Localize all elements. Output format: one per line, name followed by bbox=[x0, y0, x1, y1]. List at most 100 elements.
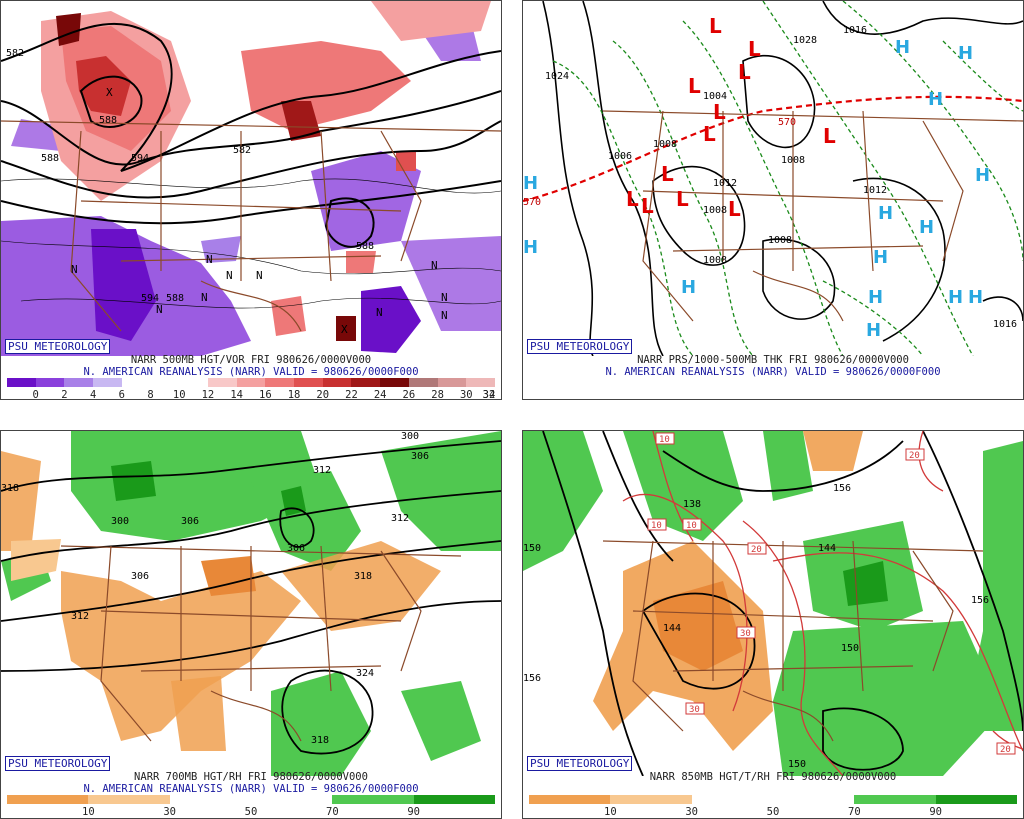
map-850mb-humidity-temperature: 156 138 144 156 150 156 150 144 150 10 1… bbox=[523, 431, 1023, 776]
colorbar-swatch bbox=[251, 795, 333, 804]
colorbar-swatch bbox=[854, 795, 937, 804]
colorbar-swatch bbox=[265, 378, 295, 387]
isotherm bbox=[772, 552, 1023, 752]
contour-label: 300 bbox=[401, 431, 419, 442]
colorbar-swatch bbox=[529, 795, 611, 804]
moist-region bbox=[843, 561, 888, 606]
vorticity-positive-region bbox=[56, 13, 81, 46]
height-contour bbox=[662, 440, 904, 492]
isotherm-label: 30 bbox=[740, 629, 751, 639]
colorbar-swatch bbox=[322, 378, 352, 387]
dry-region bbox=[653, 581, 743, 671]
low-pressure-marker: L bbox=[748, 37, 761, 61]
vorticity-positive-region bbox=[346, 251, 376, 273]
height-contour bbox=[281, 669, 374, 755]
vorticity-min-marker: N bbox=[206, 253, 213, 266]
contour-label: 588 bbox=[356, 241, 374, 252]
isobar-label: 1008 bbox=[703, 255, 727, 266]
high-pressure-marker: H bbox=[523, 237, 538, 258]
colorbar-tick-label: 12 bbox=[201, 389, 215, 400]
panel-pressure-thickness: 1024 1028 1016 1006 1008 1004 1008 1008 … bbox=[522, 0, 1024, 400]
moist-region bbox=[71, 431, 321, 541]
colorbar-tick-label: 6 bbox=[118, 389, 125, 400]
vorticity-positive-region bbox=[281, 101, 321, 141]
colorbar-swatch bbox=[380, 378, 410, 387]
colorbar-swatch bbox=[294, 378, 324, 387]
contour-label: 312 bbox=[391, 513, 409, 524]
border-line bbox=[210, 690, 302, 742]
vorticity-contour bbox=[20, 297, 501, 309]
colorbar-tick-label: 24 bbox=[373, 389, 387, 400]
dry-region bbox=[201, 556, 256, 596]
vorticity-positive-region bbox=[371, 1, 491, 41]
panel-500mb-hgt-vor: 582 588 582 594 588 594 588 588 N N N N … bbox=[0, 0, 502, 400]
border-line bbox=[632, 540, 684, 732]
colorbar-tick-label: 2 bbox=[61, 389, 68, 400]
isotherm-label-box: 10 bbox=[647, 518, 667, 531]
colorbar-swatch bbox=[236, 378, 266, 387]
moist-region bbox=[111, 461, 156, 501]
border-line bbox=[140, 665, 382, 672]
colorbar-tick-label: 8 bbox=[147, 389, 154, 400]
border-line bbox=[120, 255, 382, 262]
rh-colorbar: 10 30 50 70 90 bbox=[7, 795, 496, 818]
border-line bbox=[100, 610, 402, 622]
contour-label: 306 bbox=[287, 543, 305, 554]
contour-label: 594 bbox=[141, 293, 159, 304]
isobar-label: 1006 bbox=[608, 151, 632, 162]
colorbar-tick-label: 90 bbox=[929, 806, 942, 818]
psu-meteorology-label: PSU METEOROLOGY bbox=[527, 339, 633, 354]
thickness-570-line bbox=[523, 95, 1023, 203]
colorbar-tick-label: 10 bbox=[82, 806, 95, 818]
contour-label: 156 bbox=[833, 483, 851, 494]
isobar-label: 1008 bbox=[768, 235, 792, 246]
colorbar-tick-label: 20 bbox=[316, 389, 330, 400]
moist-region bbox=[401, 681, 481, 761]
border-line bbox=[70, 130, 122, 332]
isotherm bbox=[918, 431, 944, 492]
thickness-contour bbox=[842, 1, 1023, 262]
contour-label: 582 bbox=[6, 48, 24, 59]
border-line bbox=[852, 540, 864, 692]
isotherm-label-box: 10 bbox=[655, 432, 675, 445]
psu-meteorology-label: PSU METEOROLOGY bbox=[5, 756, 111, 771]
low-pressure-marker: L bbox=[709, 14, 722, 38]
contour-label: 156 bbox=[971, 595, 989, 606]
colorbar-swatch bbox=[179, 378, 209, 387]
low-pressure-marker: L bbox=[661, 162, 674, 186]
contour-label: 594 bbox=[131, 153, 149, 164]
low-pressure-marker: L bbox=[626, 187, 639, 211]
contour-label: 318 bbox=[1, 483, 19, 494]
colorbar-tick-label: 90 bbox=[407, 806, 420, 818]
colorbar-swatch bbox=[93, 378, 123, 387]
panel-subtitle: N. AMERICAN REANALYSIS (NARR) VALID = 98… bbox=[83, 366, 419, 378]
isotherm-label-box: 20 bbox=[905, 448, 925, 461]
isotherm-label-box: 20 bbox=[747, 542, 767, 555]
moist-region bbox=[381, 431, 501, 551]
border-line bbox=[1, 120, 501, 132]
height-contour bbox=[1, 540, 501, 622]
contour-label: 156 bbox=[523, 673, 541, 684]
low-pressure-marker: L bbox=[713, 100, 726, 124]
contour-label: 144 bbox=[663, 623, 681, 634]
colorbar-tick-label: 30 bbox=[685, 806, 698, 818]
isotherm-label: 20 bbox=[909, 451, 920, 461]
colorbar-swatch bbox=[413, 795, 496, 804]
dry-region bbox=[803, 431, 863, 471]
high-pressure-marker: H bbox=[681, 277, 696, 298]
vorticity-positive-region bbox=[76, 56, 131, 116]
colorbar-tick-label: 4 bbox=[89, 389, 97, 400]
height-contour bbox=[1, 22, 501, 172]
panel-700mb-hgt-rh: 318 312 300 306 306 312 306 312 318 324 … bbox=[0, 430, 502, 819]
contour-label: 150 bbox=[841, 643, 859, 654]
isobar bbox=[822, 1, 1023, 35]
high-pressure-marker: H bbox=[928, 89, 943, 110]
isobar bbox=[742, 54, 816, 149]
isobar bbox=[762, 238, 836, 320]
contour-label: 306 bbox=[131, 571, 149, 582]
moist-region bbox=[773, 621, 1003, 776]
vorticity-positive-region bbox=[396, 151, 416, 171]
border-line bbox=[200, 280, 302, 332]
isobar-label: 1012 bbox=[713, 178, 737, 189]
low-pressure-marker: L bbox=[738, 60, 751, 84]
